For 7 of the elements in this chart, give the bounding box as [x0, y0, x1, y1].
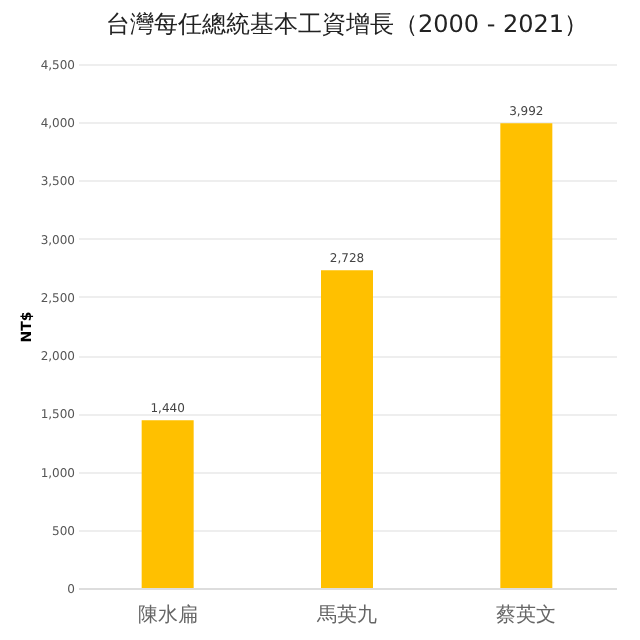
x-tick-label: 蔡英文 [496, 603, 557, 627]
chart-title: 台灣每任總統基本工資增長（2000 - 2021） [105, 10, 589, 38]
x-tick-label: 陳水扁 [137, 603, 198, 627]
bar [500, 123, 553, 588]
bar [321, 270, 373, 588]
x-tick-label: 馬英九 [315, 603, 377, 627]
bar [141, 420, 194, 588]
